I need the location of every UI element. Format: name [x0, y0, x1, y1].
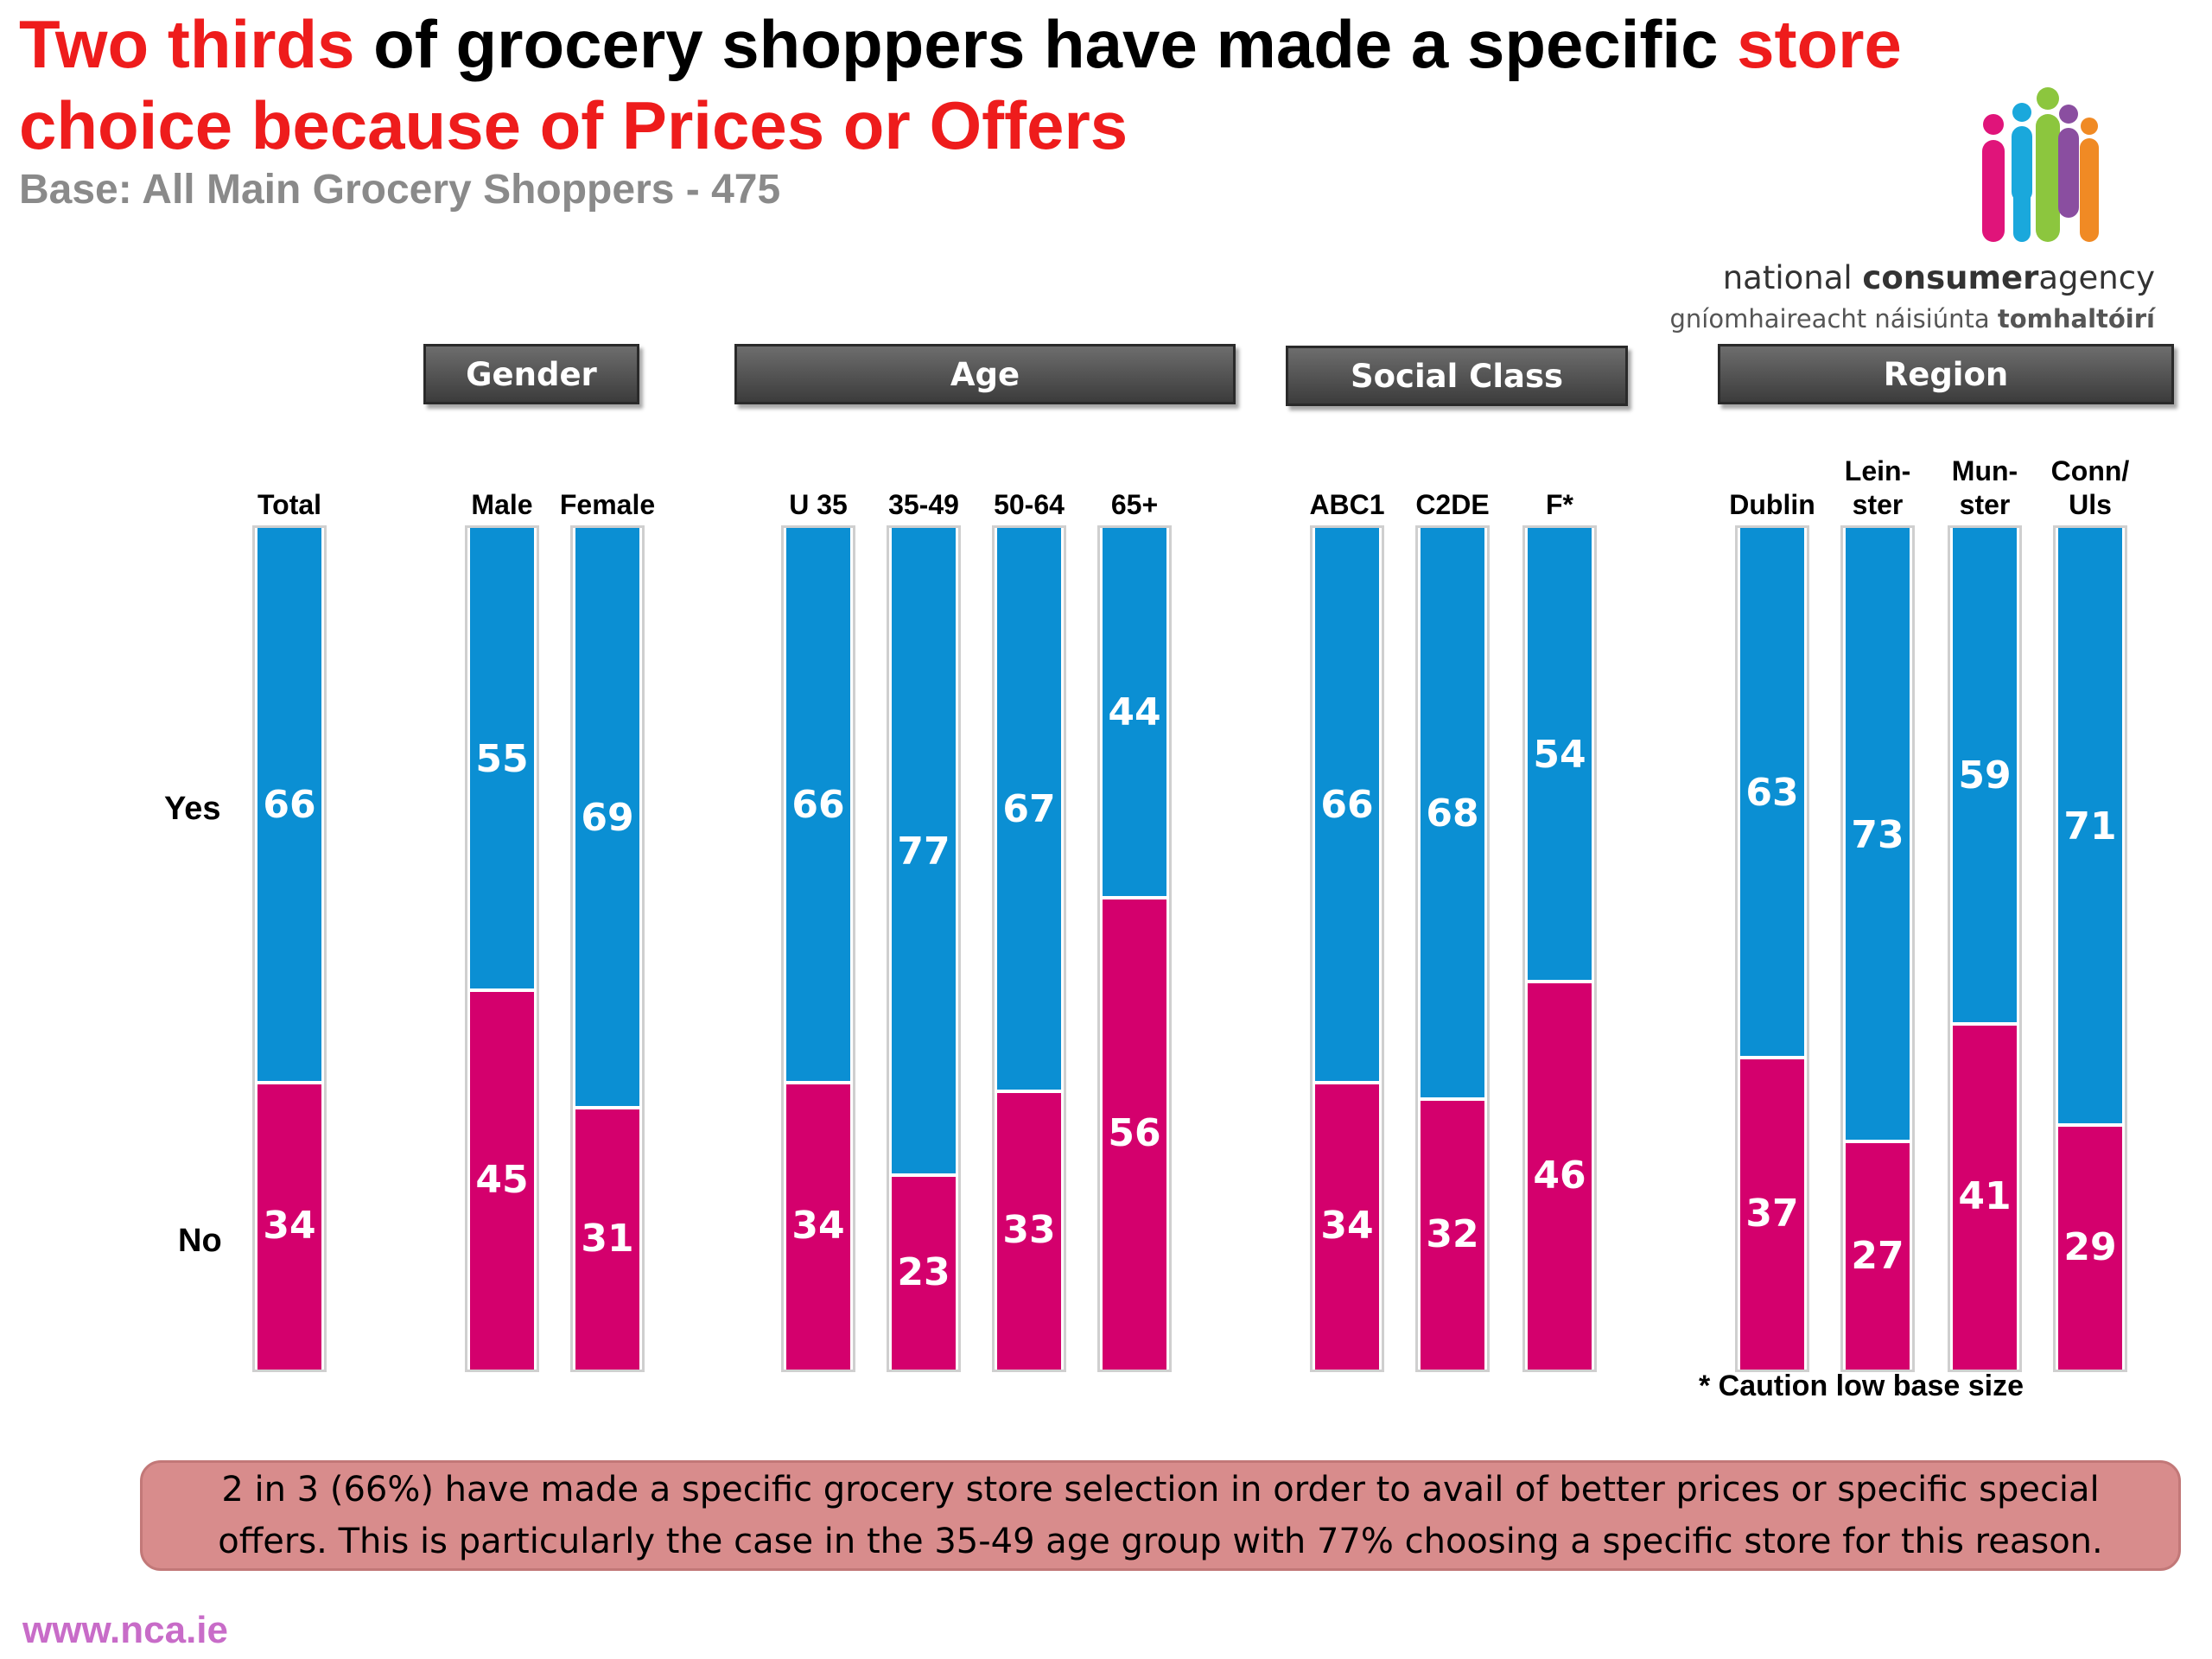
bar-segment-no: [997, 1092, 1061, 1370]
bar-segment-yes: [1846, 528, 1910, 1141]
value-label-yes: 77: [897, 829, 950, 874]
value-label-yes: 66: [791, 783, 845, 828]
row-label-no: No: [178, 1223, 222, 1259]
value-label-no: 33: [1002, 1208, 1056, 1253]
value-label-yes: 66: [263, 783, 316, 828]
bar-segment-no: [575, 1109, 639, 1370]
value-label-yes: 69: [581, 796, 634, 841]
bar-segment-yes: [257, 528, 321, 1081]
bar-conn-uls: [2053, 525, 2127, 1372]
bar-segment-yes: [997, 528, 1061, 1090]
value-label-no: 31: [581, 1217, 634, 1262]
bar-segment-yes: [1953, 528, 2017, 1022]
bar-segment-no: [257, 1084, 321, 1370]
caution-annotation: * Caution low base size: [1699, 1370, 2024, 1402]
group-header-3: Social Class: [1286, 346, 1628, 406]
bar-segment-no: [1421, 1101, 1484, 1370]
people-figures-icon: [1982, 87, 2099, 242]
bar-65-: [1097, 525, 1172, 1372]
summary-text: 2 in 3 (66%) have made a specific grocer…: [218, 1470, 2103, 1561]
bar-f-: [1522, 525, 1597, 1372]
footer-url: www.nca.ie: [22, 1609, 229, 1651]
bar-segment-no: [1846, 1143, 1910, 1370]
bar-segment-yes: [786, 528, 850, 1081]
bar-segment-yes: [1103, 528, 1166, 896]
slide-title: Two thirds of grocery shoppers have made…: [19, 3, 1972, 166]
row-label-yes: Yes: [164, 791, 221, 827]
value-label-no: 41: [1958, 1174, 2012, 1219]
bar-segment-yes: [575, 528, 639, 1107]
value-label-yes: 44: [1108, 690, 1161, 735]
value-label-yes: 66: [1320, 783, 1374, 828]
bar-segment-no: [1953, 1025, 2017, 1370]
value-label-no: 34: [791, 1204, 845, 1249]
logo-wordmark-irish: gníomhaireacht náisiúnta tomhaltóirí: [1669, 304, 2156, 334]
bar-dublin: [1735, 525, 1809, 1372]
bar-segment-no: [1740, 1058, 1804, 1370]
bar-c2de: [1415, 525, 1490, 1372]
bar-segment-yes: [1528, 528, 1592, 980]
value-label-no: 37: [1745, 1191, 1799, 1236]
group-header-1: Gender: [423, 344, 639, 404]
value-label-no: 23: [897, 1249, 950, 1294]
value-label-yes: 59: [1958, 753, 2012, 798]
bar-abc1: [1310, 525, 1384, 1372]
title-highlight-2: store choice because of Prices or Offers: [19, 6, 1902, 163]
bar-segment-yes: [2058, 528, 2122, 1123]
group-header-4: Region: [1718, 344, 2174, 404]
logo-wordmark: national consumeragency: [1722, 259, 2155, 296]
bar-segment-yes: [1740, 528, 1804, 1056]
value-label-no: 27: [1851, 1233, 1904, 1278]
bar-segment-yes: [1421, 528, 1484, 1098]
title-text: of grocery shoppers have made a specific: [354, 6, 1738, 82]
bar-segment-no: [892, 1176, 956, 1370]
group-header-2: Age: [734, 344, 1236, 404]
value-label-no: 56: [1108, 1111, 1161, 1156]
value-label-yes: 67: [1002, 787, 1056, 832]
bar-u-35: [781, 525, 855, 1372]
value-label-yes: 54: [1533, 732, 1586, 777]
value-label-no: 34: [263, 1204, 316, 1249]
bar-segment-no: [1103, 899, 1166, 1370]
bar-segment-no: [1315, 1084, 1379, 1370]
bar-segment-no: [786, 1084, 850, 1370]
value-label-no: 32: [1426, 1212, 1479, 1257]
value-label-yes: 55: [475, 736, 529, 781]
bar-segment-no: [470, 991, 534, 1370]
bar-munster: [1948, 525, 2022, 1372]
value-label-yes: 73: [1851, 812, 1904, 857]
summary-callout: 2 in 3 (66%) have made a specific grocer…: [140, 1460, 2181, 1571]
bar-segment-yes: [470, 528, 534, 988]
bar-female: [570, 525, 645, 1372]
bar-total: [252, 525, 327, 1372]
value-label-no: 29: [2063, 1224, 2117, 1269]
value-label-no: 46: [1533, 1153, 1586, 1198]
value-label-yes: 63: [1745, 770, 1799, 815]
value-label-no: 45: [475, 1157, 529, 1202]
bar-segment-no: [1528, 982, 1592, 1370]
value-label-yes: 68: [1426, 791, 1479, 836]
bar-segment-yes: [892, 528, 956, 1173]
bar-male: [465, 525, 539, 1372]
title-highlight-1: Two thirds: [19, 6, 355, 82]
bar-35-49: [887, 525, 961, 1372]
bar-leinster: [1840, 525, 1915, 1372]
value-label-yes: 71: [2063, 804, 2117, 849]
bar-segment-no: [2058, 1126, 2122, 1370]
bar-segment-yes: [1315, 528, 1379, 1081]
value-label-no: 34: [1320, 1204, 1374, 1249]
nca-logo: [1982, 87, 2099, 242]
base-subtitle: Base: All Main Grocery Shoppers - 475: [19, 167, 781, 213]
bar-50-64: [992, 525, 1066, 1372]
